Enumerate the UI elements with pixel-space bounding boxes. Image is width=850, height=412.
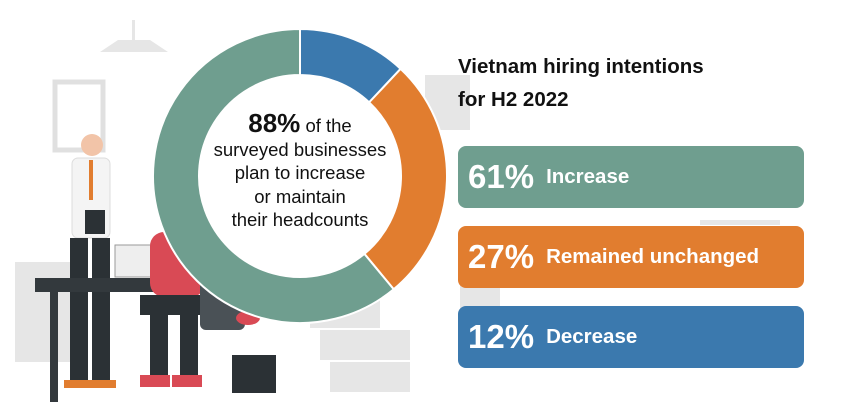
- chart-title: Vietnam hiring intentions for H2 2022: [458, 50, 778, 116]
- center-text-3: plan to increase: [234, 162, 366, 183]
- legend-label: Increase: [546, 165, 630, 188]
- center-text-2: surveyed businesses: [213, 138, 387, 160]
- center-value: 88%: [248, 108, 301, 138]
- donut-center-text: 88% of the surveyed businesses plan to i…: [200, 110, 400, 232]
- legend-label: Remained unchanged: [546, 245, 760, 268]
- legend-pct: 27%: [468, 238, 535, 275]
- legend-pct: 12%: [468, 318, 535, 355]
- man-standing: [64, 134, 116, 388]
- legend-item-increase: 61% Increase: [458, 146, 804, 208]
- legend-item-decrease: 12% Decrease: [458, 306, 804, 368]
- lamp-shape: [100, 40, 168, 52]
- center-text-5: their headcounts: [231, 209, 369, 230]
- title-line-2: for H2 2022: [458, 88, 569, 111]
- title-line-1: Vietnam hiring intentions: [458, 55, 704, 78]
- center-text-4: or maintain: [254, 185, 346, 207]
- legend-pct: 61%: [468, 158, 535, 195]
- legend-label: Decrease: [546, 325, 638, 348]
- donut-hole: [199, 75, 401, 277]
- center-text-1: of the: [305, 115, 352, 136]
- legend-item-unchanged: 27% Remained unchanged: [458, 226, 804, 288]
